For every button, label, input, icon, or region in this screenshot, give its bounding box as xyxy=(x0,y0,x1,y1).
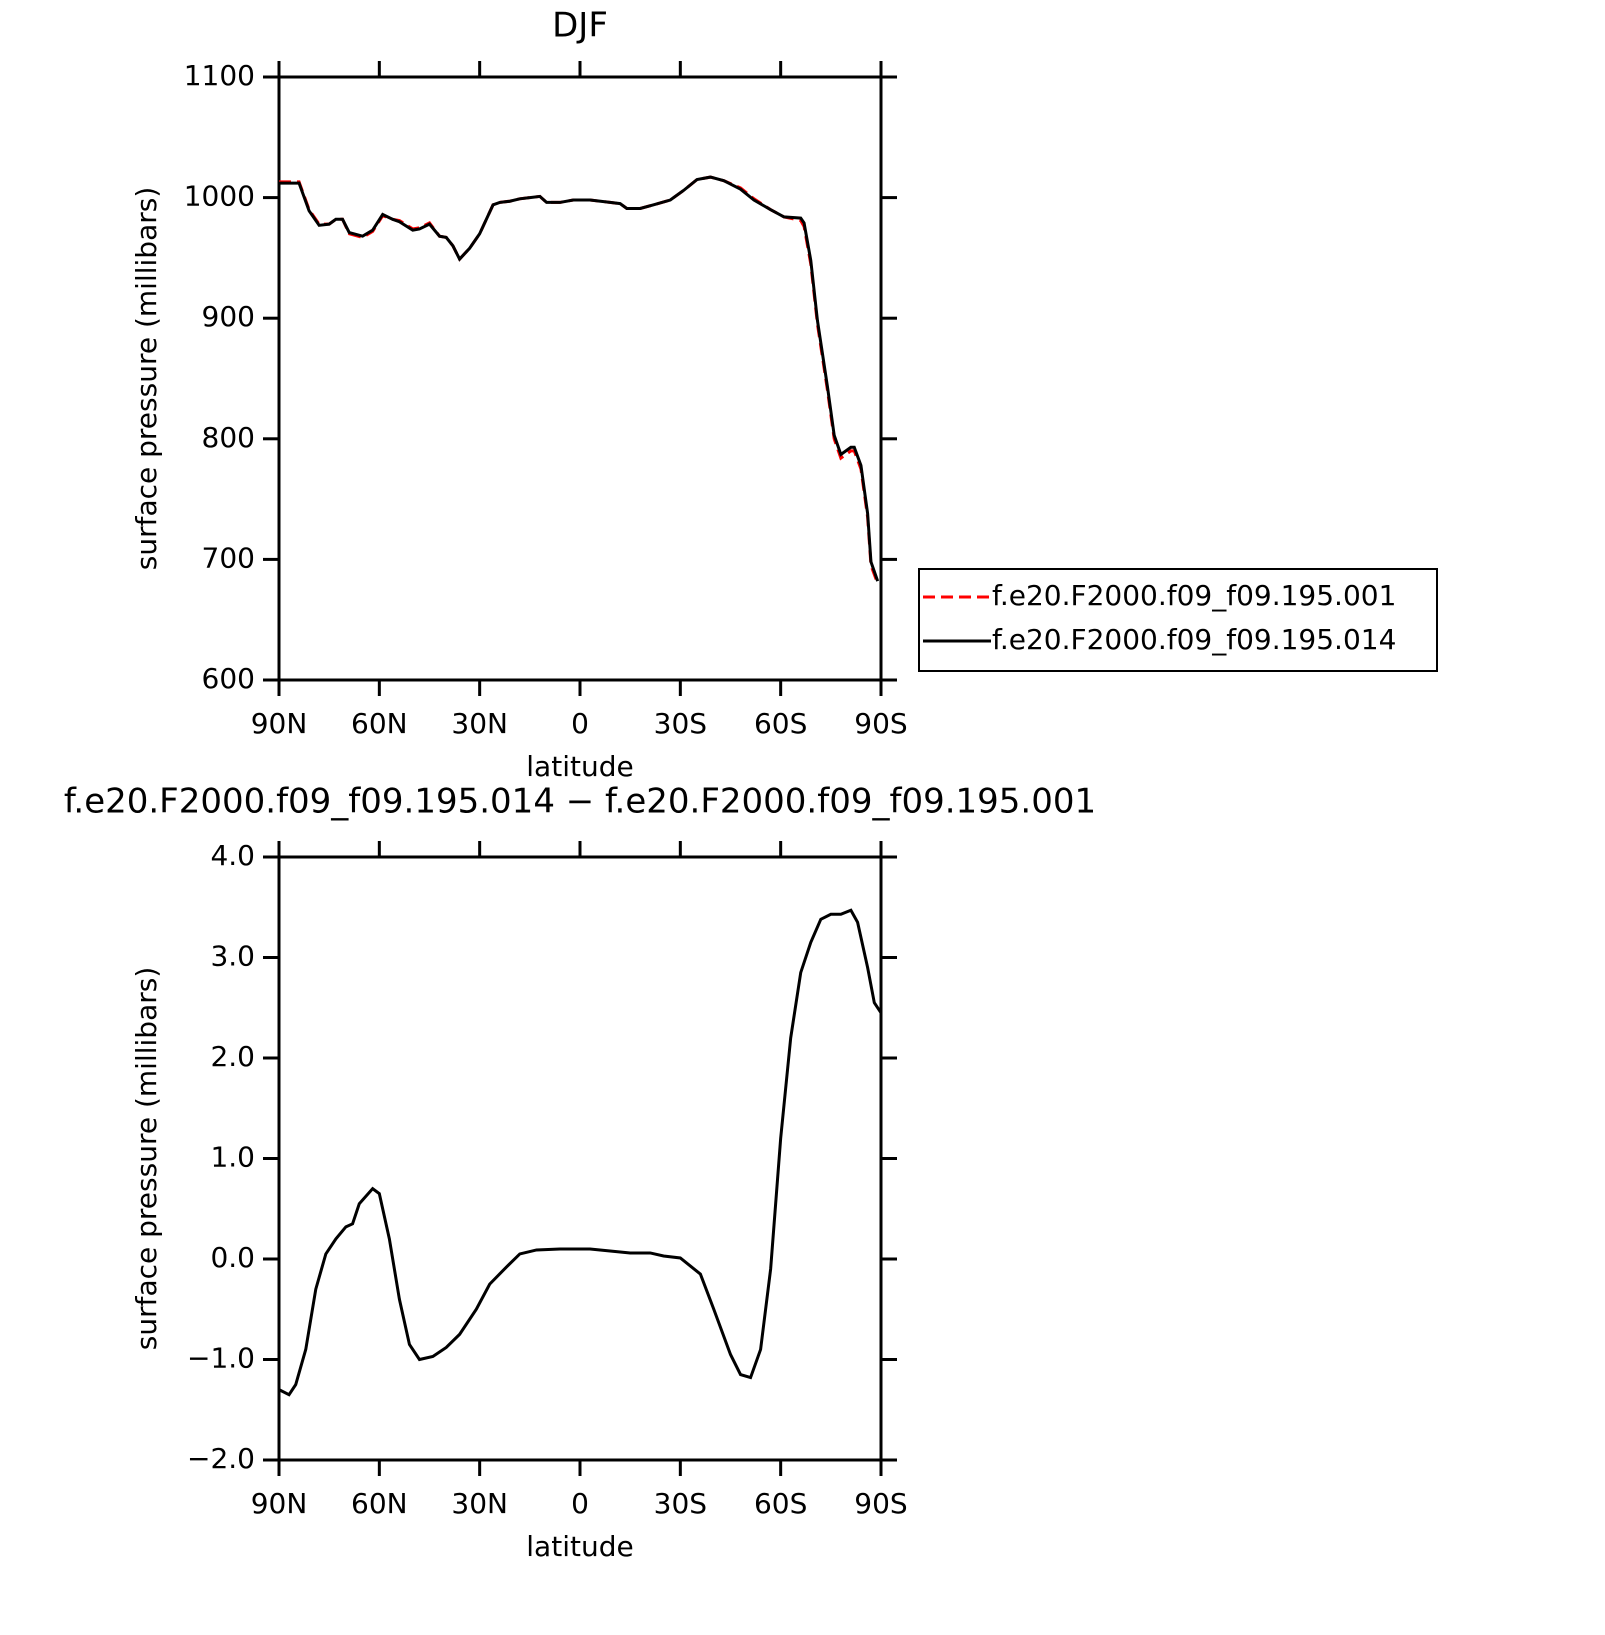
y-tick-label: −1.0 xyxy=(187,1342,255,1375)
y-tick-label: 3.0 xyxy=(210,940,255,973)
y-tick-label: 2.0 xyxy=(210,1040,255,1073)
x-tick-label: 90S xyxy=(854,1487,907,1520)
y-axis-label: surface pressure (millibars) xyxy=(130,967,163,1351)
y-tick-label: 1100 xyxy=(184,59,255,92)
x-tick-label: 30N xyxy=(451,707,508,740)
x-tick-label: 30N xyxy=(451,1487,508,1520)
plot-frame xyxy=(277,855,883,1462)
data-line xyxy=(279,175,880,582)
legend-label: f.e20.F2000.f09_f09.195.001 xyxy=(992,579,1396,612)
data-line xyxy=(278,908,883,1397)
x-tick-label: 30S xyxy=(654,1487,707,1520)
x-tick-label: 60N xyxy=(351,707,408,740)
y-tick-label: 700 xyxy=(202,541,255,574)
y-tick-label: 600 xyxy=(202,662,255,695)
legend-label: f.e20.F2000.f09_f09.195.014 xyxy=(992,623,1396,656)
x-tick-label: 60S xyxy=(754,1487,807,1520)
x-tick-label: 30S xyxy=(654,707,707,740)
y-tick-label: 1000 xyxy=(184,180,255,213)
chart-title: f.e20.F2000.f09_f09.195.014 − f.e20.F200… xyxy=(64,782,1096,822)
y-tick-label: 1.0 xyxy=(210,1141,255,1174)
x-tick-label: 0 xyxy=(571,707,589,740)
y-tick-label: 0.0 xyxy=(210,1241,255,1274)
y-tick-label: 800 xyxy=(202,421,255,454)
x-tick-label: 0 xyxy=(571,1487,589,1520)
data-line xyxy=(279,175,880,585)
x-axis-label: latitude xyxy=(526,750,633,783)
y-axis-label: surface pressure (millibars) xyxy=(130,187,163,571)
x-tick-label: 90S xyxy=(854,707,907,740)
x-axis-label: latitude xyxy=(526,1530,633,1563)
x-tick-label: 90N xyxy=(251,707,308,740)
plot-frame xyxy=(277,75,883,682)
x-tick-label: 60S xyxy=(754,707,807,740)
y-tick-label: 4.0 xyxy=(210,839,255,872)
y-tick-label: −2.0 xyxy=(187,1442,255,1475)
chart-title: DJF xyxy=(552,6,608,46)
x-tick-label: 60N xyxy=(351,1487,408,1520)
y-tick-label: 900 xyxy=(202,300,255,333)
x-tick-label: 90N xyxy=(251,1487,308,1520)
legend-box xyxy=(918,568,1438,672)
